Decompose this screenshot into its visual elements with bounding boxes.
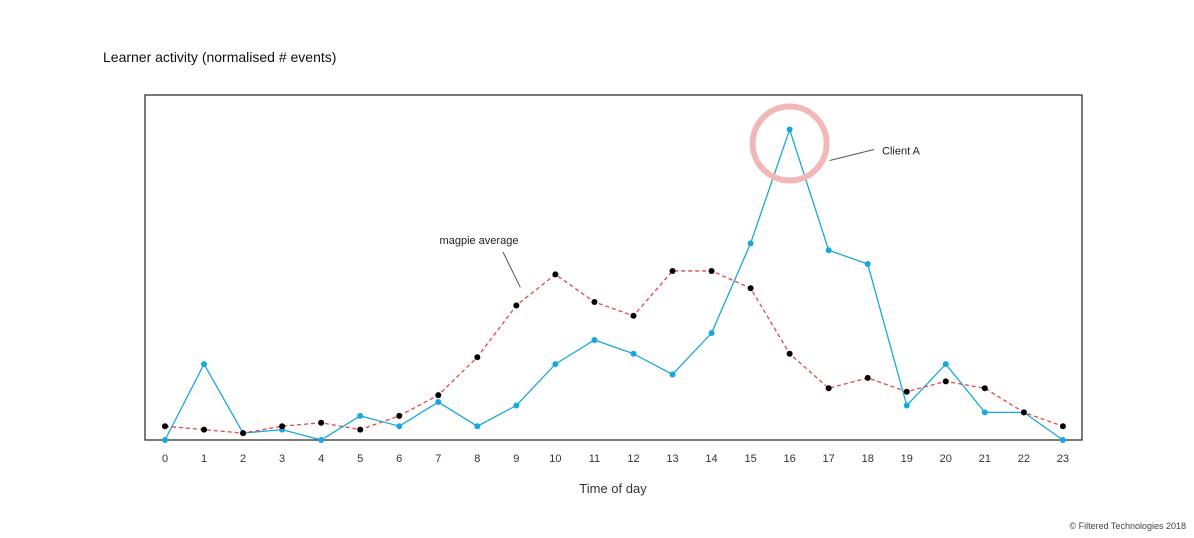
magpie-average-point xyxy=(201,426,208,433)
x-tick-label: 2 xyxy=(240,453,246,465)
client-a-point xyxy=(630,350,637,357)
x-tick-label: 17 xyxy=(823,453,835,465)
x-tick-label: 22 xyxy=(1018,453,1030,465)
magpie-average-point xyxy=(669,267,676,274)
chart-title: Learner activity (normalised # events) xyxy=(103,49,337,65)
series-layer xyxy=(162,126,1066,443)
x-tick-label: 0 xyxy=(162,453,168,465)
copyright-footer: © Filtered Technologies 2018 xyxy=(1069,521,1186,531)
client-a-point xyxy=(864,261,871,268)
client-a-point xyxy=(747,240,754,247)
magpie-average-point xyxy=(630,312,637,319)
x-tick-label: 13 xyxy=(666,453,678,465)
magpie-average-point xyxy=(279,423,286,430)
magpie-average-point xyxy=(864,374,871,381)
x-tick-label: 3 xyxy=(279,453,285,465)
client-a-point xyxy=(396,423,403,430)
x-axis-ticks: 0 1 2 3 4 5 6 7 8 9 10 11 12 13 14 15 16 17 18 19 20 21 22 23 xyxy=(162,453,1069,465)
magpie-average-point xyxy=(474,354,481,361)
magpie-average-point xyxy=(708,267,715,274)
client-a-point xyxy=(201,361,208,368)
magpie-average-point xyxy=(942,378,949,385)
magpie-average-point xyxy=(786,350,793,357)
x-tick-label: 7 xyxy=(435,453,441,465)
magpie-average-line xyxy=(164,270,1064,434)
client-a-point xyxy=(318,437,325,443)
magpie-average-point xyxy=(513,302,520,309)
magpie-average-point xyxy=(591,299,598,305)
client-a-point xyxy=(513,402,520,409)
x-tick-label: 8 xyxy=(474,453,480,465)
magpie-average-point xyxy=(981,385,988,392)
client-a-point xyxy=(825,247,832,254)
x-tick-label: 14 xyxy=(705,453,717,465)
x-tick-label: 18 xyxy=(862,453,874,465)
x-tick-label: 21 xyxy=(979,453,991,465)
client-a-line xyxy=(164,127,1064,441)
x-tick-label: 15 xyxy=(744,453,756,465)
x-tick-label: 12 xyxy=(627,453,639,465)
magpie-average-point xyxy=(435,392,442,399)
magpie-average-point xyxy=(825,385,832,392)
x-tick-label: 9 xyxy=(513,453,519,465)
x-axis-label: Time of day xyxy=(579,481,647,496)
x-tick-label: 4 xyxy=(318,453,324,465)
x-tick-label: 20 xyxy=(940,453,952,465)
magpie-average-point xyxy=(747,285,754,292)
client-a-point xyxy=(474,423,481,430)
x-tick-label: 23 xyxy=(1057,453,1069,465)
x-tick-label: 10 xyxy=(549,453,561,465)
annotation-layer: magpie average Client A xyxy=(440,103,921,288)
magpie-average-point xyxy=(903,388,910,395)
magpie-average-point xyxy=(357,426,364,433)
client-a-point xyxy=(903,402,910,409)
x-tick-label: 5 xyxy=(357,453,363,465)
x-tick-label: 11 xyxy=(589,453,600,465)
x-tick-label: 16 xyxy=(784,453,796,465)
client-a-point xyxy=(162,437,168,443)
magpie-average-leader-line xyxy=(502,251,521,288)
client-a-highlight-circle xyxy=(749,103,830,184)
x-tick-label: 1 xyxy=(201,453,207,465)
magpie-average-point xyxy=(1059,423,1066,430)
plot-frame xyxy=(144,94,1083,441)
magpie-average-annotation: magpie average xyxy=(440,235,519,247)
client-a-point xyxy=(1059,437,1066,443)
magpie-average-point xyxy=(396,412,403,419)
client-a-leader-line xyxy=(829,149,875,161)
client-a-point xyxy=(669,371,676,378)
client-a-point xyxy=(357,412,364,419)
client-a-point xyxy=(591,336,598,343)
magpie-average-point xyxy=(318,419,325,426)
client-a-point xyxy=(708,330,715,337)
client-a-point xyxy=(552,361,559,368)
magpie-average-point xyxy=(162,423,168,430)
x-tick-label: 19 xyxy=(901,453,913,465)
client-a-point xyxy=(981,409,988,416)
x-tick-label: 6 xyxy=(396,453,402,465)
magpie-average-point xyxy=(1020,409,1027,416)
client-a-point xyxy=(435,399,442,406)
magpie-average-point xyxy=(552,271,559,278)
client-a-annotation: Client A xyxy=(882,146,921,158)
client-a-point xyxy=(942,361,949,368)
client-a-point xyxy=(786,126,793,133)
magpie-average-point xyxy=(240,430,247,437)
